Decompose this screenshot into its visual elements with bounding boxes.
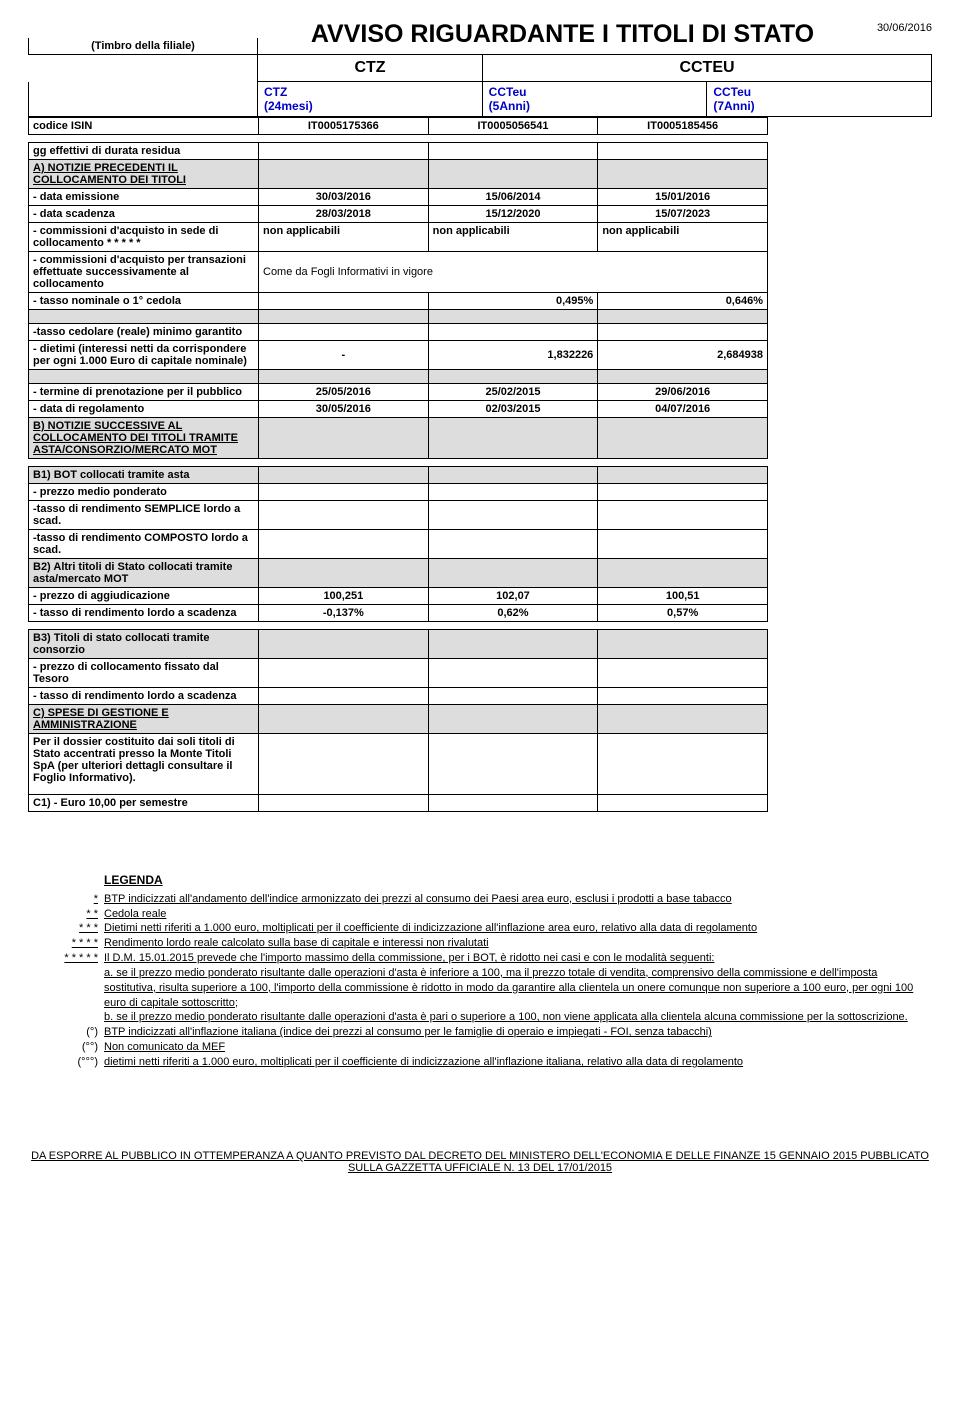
stamp-area: (Timbro della filiale) [28, 20, 258, 58]
legend-paren-item: (°°°)dietimi netti riferiti a 1.000 euro… [60, 1055, 932, 1070]
document-header: (Timbro della filiale) AVVISO RIGUARDANT… [28, 20, 932, 58]
section-header-row: CTZ CCTEU [28, 54, 932, 82]
row-b1: B1) BOT collocati tramite asta [29, 467, 768, 484]
row-prezzo-collocamento: - prezzo di collocamento fissato dal Tes… [29, 659, 768, 688]
legend-paren-item: (°)BTP indicizzati all'inflazione italia… [60, 1025, 932, 1040]
subheader-row: CTZ (24mesi) CCTeu (5Anni) CCTeu (7Anni) [28, 82, 932, 117]
legend-item: *BTP indicizzati all'andamento dell'indi… [60, 892, 932, 907]
document-title: AVVISO RIGUARDANTE I TITOLI DI STATO [258, 20, 867, 49]
row-b-notizie: B) NOTIZIE SUCCESSIVE AL COLLOCAMENTO DE… [29, 418, 768, 459]
row-gg-effettivi: gg effettivi di durata residua [29, 143, 768, 160]
legend-item: * * * *Rendimento lordo reale calcolato … [60, 936, 932, 951]
legend-extra-line: b. se il prezzo medio ponderato risultan… [60, 1010, 932, 1025]
row-commissioni-transazioni: - commissioni d'acquisto per transazioni… [29, 252, 768, 293]
legend-extra-line: a. se il prezzo medio ponderato risultan… [60, 966, 932, 1011]
row-b3: B3) Titoli di stato collocati tramite co… [29, 630, 768, 659]
row-termine-prenotazione: - termine di prenotazione per il pubblic… [29, 384, 768, 401]
row-tasso-nominale: - tasso nominale o 1° cedola 0,495% 0,64… [29, 293, 768, 310]
row-dietimi: - dietimi (interessi netti da corrispond… [29, 341, 768, 370]
row-data-regolamento: - data di regolamento 30/05/2016 02/03/2… [29, 401, 768, 418]
stamp-label: (Timbro della filiale) [28, 38, 258, 55]
row-codice-isin: codice ISIN IT0005175366 IT0005056541 IT… [29, 118, 768, 135]
row-data-emissione: - data emissione 30/03/2016 15/06/2014 1… [29, 189, 768, 206]
row-prezzo-aggiudicazione: - prezzo di aggiudicazione 100,251 102,0… [29, 588, 768, 605]
row-tasso-semplice: -tasso di rendimento SEMPLICE lordo a sc… [29, 501, 768, 530]
row-b2: B2) Altri titoli di Stato collocati tram… [29, 559, 768, 588]
row-tasso-rendimento: - tasso di rendimento lordo a scadenza -… [29, 605, 768, 622]
row-c1: C1) - Euro 10,00 per semestre [29, 794, 768, 811]
legend-item: * * *Dietimi netti riferiti a 1.000 euro… [60, 921, 932, 936]
section-ccteu: CCTEU [483, 54, 932, 82]
row-a-notizie: A) NOTIZIE PRECEDENTI IL COLLOCAMENTO DE… [29, 160, 768, 189]
row-prezzo-medio: - prezzo medio ponderato [29, 484, 768, 501]
legend-item: * * * * *Il D.M. 15.01.2015 prevede che … [60, 951, 932, 966]
legend-paren-item: (°°)Non comunicato da MEF [60, 1040, 932, 1055]
subhead-ccteu5: CCTeu (5Anni) [483, 82, 708, 117]
legend-item: * *Cedola reale [60, 907, 932, 922]
row-data-scadenza: - data scadenza 28/03/2018 15/12/2020 15… [29, 206, 768, 223]
row-commissioni-acquisto: - commissioni d'acquisto in sede di coll… [29, 223, 768, 252]
document-date: 30/06/2016 [867, 20, 932, 34]
legend-title: LEGENDA [104, 872, 163, 888]
row-tasso-rendimento-2: - tasso di rendimento lordo a scadenza [29, 688, 768, 705]
subhead-ccteu7: CCTeu (7Anni) [707, 82, 932, 117]
row-dossier: Per il dossier costituito dai soli titol… [29, 734, 768, 787]
section-ctz: CTZ [258, 54, 483, 82]
subhead-ctz24: CTZ (24mesi) [258, 82, 483, 117]
row-c-spese: C) SPESE DI GESTIONE E AMMINISTRAZIONE [29, 705, 768, 734]
row-tasso-cedolare: -tasso cedolare (reale) minimo garantito [29, 324, 768, 341]
row-tasso-composto: -tasso di rendimento COMPOSTO lordo a sc… [29, 530, 768, 559]
footer-text: DA ESPORRE AL PUBBLICO IN OTTEMPERANZA A… [28, 1150, 932, 1174]
main-table: codice ISIN IT0005175366 IT0005056541 IT… [28, 117, 768, 812]
legend-section: LEGENDA *BTP indicizzati all'andamento d… [28, 872, 932, 1070]
